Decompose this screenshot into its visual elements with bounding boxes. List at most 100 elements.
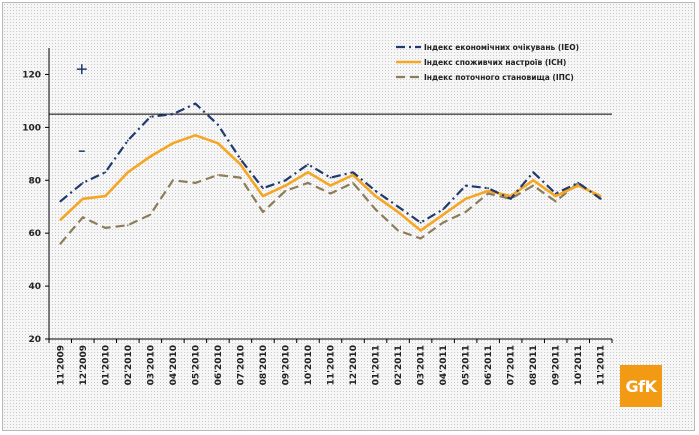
x-tick-label: 01'2011	[372, 345, 382, 385]
x-tick-label: 06'2011	[484, 345, 494, 385]
data-point	[509, 197, 512, 200]
data-point	[532, 184, 535, 187]
data-point	[329, 176, 332, 179]
data-point	[194, 182, 197, 184]
chart-axes: 20 40 60 80 100 120 11'2009 12'2009 01'2010 02'20…	[22, 48, 613, 385]
series-line-2	[59, 134, 602, 232]
data-point	[217, 142, 219, 145]
gfk-logo: GfK	[620, 365, 662, 407]
data-point	[307, 182, 309, 184]
data-point	[262, 187, 264, 190]
data-point	[126, 171, 129, 174]
data-point	[194, 134, 197, 137]
data-point	[262, 211, 264, 213]
data-point	[464, 197, 467, 200]
x-tick-label: 09'2010	[281, 345, 291, 385]
chart-legend: Індекс економічних очікувань (ІЕО) Індекс…	[396, 43, 579, 82]
x-tick-label: 03'2011	[417, 345, 427, 385]
data-point	[239, 163, 242, 166]
x-tick-label: 05'2010	[191, 345, 201, 385]
x-tick-label: 02'2010	[124, 345, 134, 385]
data-point	[217, 123, 219, 126]
data-point	[171, 142, 174, 145]
data-point	[464, 211, 467, 213]
data-point	[397, 211, 399, 213]
data-point	[126, 139, 129, 142]
data-point	[104, 195, 107, 198]
series-layer	[59, 64, 602, 245]
data-point	[81, 216, 84, 219]
x-tick-label: 07'2011	[507, 345, 517, 385]
data-point	[262, 195, 264, 198]
x-tick-label: 06'2010	[214, 345, 224, 385]
x-tick-label: 10'2011	[574, 345, 584, 385]
x-tick-label: 05'2011	[462, 345, 472, 385]
legend-label-1: Індекс економічних очікувань (ІЕО)	[424, 43, 579, 52]
data-point	[374, 189, 377, 192]
data-point	[599, 197, 602, 200]
x-tick-label: 10'2010	[304, 345, 314, 385]
data-point	[554, 195, 557, 198]
data-point	[126, 224, 129, 227]
x-tick-label: 11'2011	[597, 345, 607, 385]
data-point	[487, 189, 490, 192]
data-point	[532, 171, 535, 174]
chart-frame	[2, 2, 695, 431]
data-point	[442, 213, 444, 216]
x-tick-label: 08'2011	[529, 345, 539, 385]
data-point	[374, 195, 377, 198]
data-point	[509, 195, 512, 198]
data-point	[352, 171, 354, 174]
y-tick-label: 100	[22, 123, 41, 133]
data-point	[352, 174, 354, 176]
data-point	[397, 229, 399, 232]
data-point	[59, 219, 62, 221]
x-tick-label: 11'2010	[327, 345, 337, 385]
legend-label-3: Індекс поточного становища (ІПС)	[424, 73, 574, 82]
data-point	[374, 208, 377, 211]
data-point	[554, 192, 557, 195]
data-point	[217, 174, 219, 176]
data-point	[532, 179, 535, 182]
data-point	[104, 226, 107, 229]
data-point	[284, 179, 287, 182]
data-point	[149, 155, 152, 158]
data-point	[239, 176, 242, 179]
data-point	[442, 208, 444, 211]
x-tick-label: 12'2009	[79, 345, 89, 385]
y-tick-label: 80	[28, 176, 41, 186]
data-point	[487, 187, 490, 190]
data-point	[104, 171, 107, 174]
data-point	[149, 115, 152, 118]
data-point	[419, 229, 422, 232]
data-point	[59, 242, 62, 245]
x-tick-label: 04'2010	[169, 345, 179, 385]
data-point	[81, 182, 84, 184]
data-point	[284, 189, 287, 192]
data-point	[577, 182, 580, 184]
data-point	[577, 184, 580, 187]
x-tick-label: 03'2010	[146, 345, 156, 385]
x-tick-label: 01'2010	[101, 345, 111, 385]
data-point	[284, 184, 287, 187]
data-point	[307, 163, 309, 166]
data-point	[487, 192, 490, 195]
data-point	[307, 171, 309, 174]
data-point	[419, 237, 422, 240]
data-point	[554, 200, 557, 203]
x-tick-label: 07'2010	[236, 345, 246, 385]
x-tick-label: 11'2009	[56, 345, 66, 385]
data-point	[329, 192, 332, 195]
data-point	[397, 205, 399, 208]
data-point	[464, 184, 467, 187]
data-point	[352, 182, 354, 184]
x-tick-label: 04'2011	[439, 345, 449, 385]
data-point	[442, 221, 444, 224]
data-point	[599, 195, 602, 198]
legend-label-2: Індекс споживчих настроїв (ІСН)	[424, 58, 566, 67]
data-point	[329, 184, 332, 187]
x-tick-label: 09'2011	[552, 345, 562, 385]
y-tick-label: 120	[22, 70, 41, 80]
data-point	[239, 158, 242, 161]
data-point	[419, 221, 422, 224]
